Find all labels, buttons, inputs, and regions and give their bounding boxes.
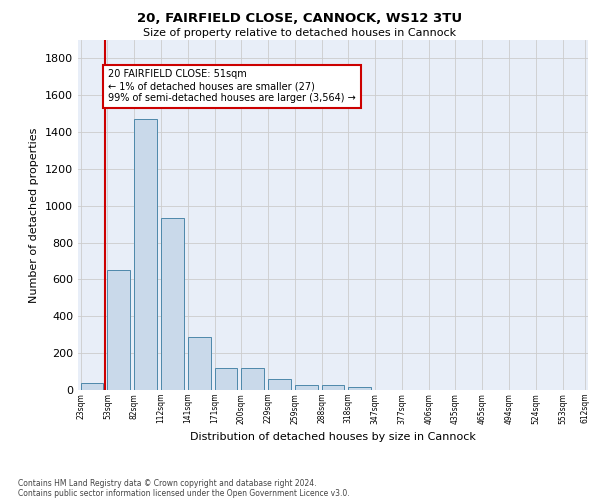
Bar [268, 379, 291, 390]
Bar [188, 336, 211, 390]
Bar [322, 386, 344, 390]
Text: Size of property relative to detached houses in Cannock: Size of property relative to detached ho… [143, 28, 457, 38]
Bar [161, 218, 184, 390]
Text: 20, FAIRFIELD CLOSE, CANNOCK, WS12 3TU: 20, FAIRFIELD CLOSE, CANNOCK, WS12 3TU [137, 12, 463, 26]
Bar [349, 387, 371, 390]
Bar [241, 368, 264, 390]
Y-axis label: Number of detached properties: Number of detached properties [29, 128, 40, 302]
Bar [295, 386, 317, 390]
Bar [80, 382, 103, 390]
Bar [215, 368, 237, 390]
X-axis label: Distribution of detached houses by size in Cannock: Distribution of detached houses by size … [190, 432, 476, 442]
Text: Contains public sector information licensed under the Open Government Licence v3: Contains public sector information licen… [18, 488, 350, 498]
Text: Contains HM Land Registry data © Crown copyright and database right 2024.: Contains HM Land Registry data © Crown c… [18, 478, 317, 488]
Text: 20 FAIRFIELD CLOSE: 51sqm
← 1% of detached houses are smaller (27)
99% of semi-d: 20 FAIRFIELD CLOSE: 51sqm ← 1% of detach… [108, 70, 356, 102]
Bar [107, 270, 130, 390]
Bar [134, 119, 157, 390]
